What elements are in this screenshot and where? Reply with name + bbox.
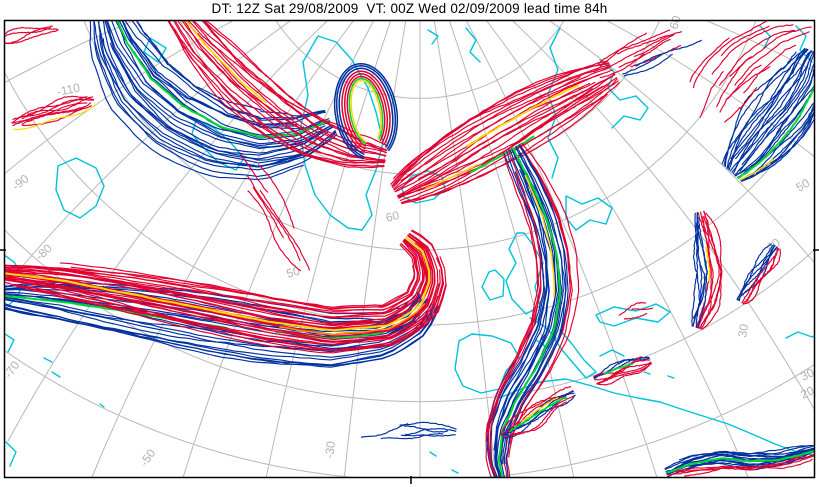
graticule-label: -80 [33, 241, 55, 263]
bundle-labrador-red [11, 95, 96, 131]
bundle-canada-jet-red [166, 20, 389, 169]
frame-ticks [0, 249, 819, 484]
coastline-norway [547, 27, 561, 179]
coastline-baltic [565, 195, 613, 231]
graticule-label: -110 [56, 80, 82, 99]
graticule-label: -90 [9, 171, 32, 193]
graticule-label: 60 [667, 14, 685, 31]
bundle-gibraltar-arm [500, 386, 576, 439]
coastline-atlantic-islets2 [51, 371, 61, 378]
graticule-label: 50 [285, 263, 302, 281]
graticule-label: -50 [137, 446, 159, 469]
graticule-label: 50 [794, 176, 813, 195]
coastline-italy [553, 329, 597, 379]
coastline-caspian-edge [785, 331, 815, 339]
coastline-baffin [191, 119, 245, 171]
bundle-azores-dashes [361, 421, 457, 440]
bundle-atlantic-jet-red [4, 229, 447, 354]
coastline-tunisia [599, 349, 625, 357]
coastline-hudson-ungava [55, 157, 105, 219]
bundle-caspian-band [691, 210, 723, 331]
bundle-davis-red [240, 153, 310, 272]
bundle-greenland-loop [333, 63, 399, 160]
coastline-greenland [299, 35, 384, 231]
bundle-top-left-red [4, 25, 59, 45]
coastline-ireland [481, 269, 505, 301]
bundle-europe-jet [485, 143, 580, 478]
bundle-sardinia-cluster [592, 356, 653, 386]
coastline-cyprus [667, 375, 675, 379]
coastline-atlantic-islets1 [43, 357, 53, 363]
coastline-brittany [529, 317, 557, 349]
graticule-label: 30 [735, 323, 751, 339]
coastline-atlantic-islets3 [99, 403, 105, 408]
graticule-label: -30 [322, 440, 338, 459]
coastline-white-sea [599, 59, 649, 129]
bundle-kara-red [593, 29, 703, 79]
coastline-crete [643, 371, 651, 375]
graticule-label: 30 [798, 365, 816, 383]
coastline-svalbard [427, 29, 439, 45]
coastline-canary-dots2 [451, 469, 459, 474]
bundle-iceland-norway-fan [390, 60, 620, 205]
coastline-iberia [454, 333, 520, 394]
graticule-label: 60 [384, 208, 401, 225]
bundle-barents-red-arcs [689, 20, 812, 123]
coastline-canary-dots [429, 451, 437, 457]
coastline-north-africa-coast [496, 378, 815, 457]
graticule-label: 20 [798, 383, 816, 401]
map-frame [3, 19, 816, 479]
bundle-balkan-dashes [618, 301, 654, 320]
coastline-left-edge-bits [4, 332, 15, 353]
coastline-arctic-edge [465, 27, 481, 63]
bundle-anatolia-cluster [736, 243, 781, 305]
chart-title: DT: 12Z Sat 29/08/2009 VT: 00Z Wed 02/09… [211, 1, 608, 16]
bundle-ural-jet-blue [721, 47, 815, 183]
coastline-left-edge-bits2 [5, 441, 17, 467]
coastline-black-sea [595, 303, 671, 327]
bundle-subtropical-band [664, 444, 815, 478]
